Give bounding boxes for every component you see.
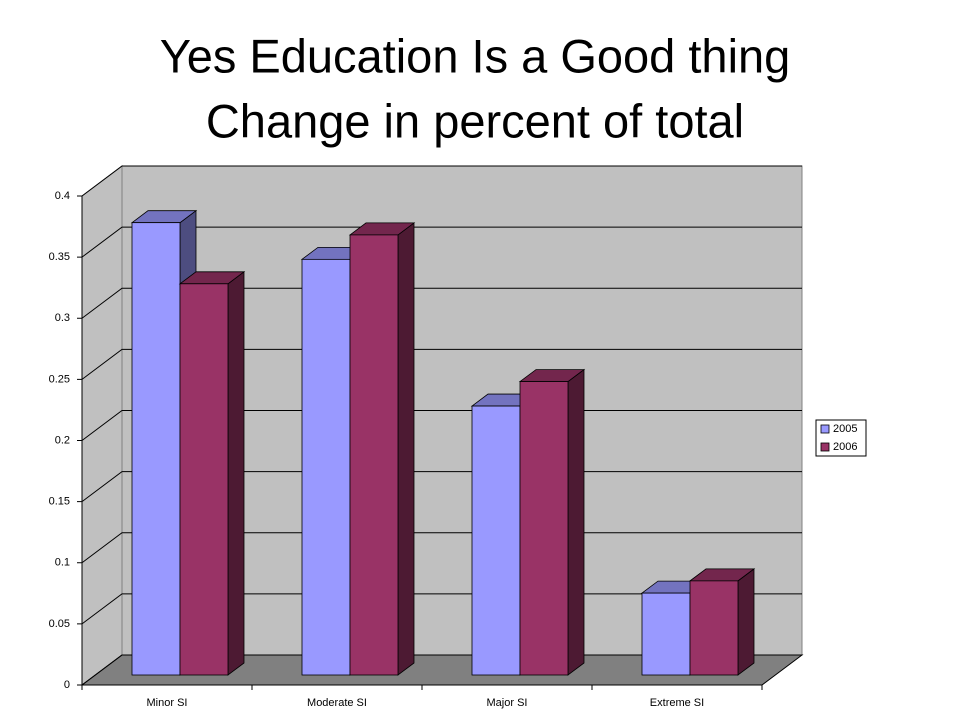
- x-tick-label: Major SI: [487, 697, 528, 709]
- x-tick-label: Minor SI: [147, 697, 188, 709]
- chart-subtitle: Change in percent of total: [206, 94, 744, 147]
- y-tick-label: 0.3: [55, 312, 70, 324]
- bar-front: [471, 405, 521, 676]
- grid-line: [81, 165, 802, 197]
- legend: 2005 2006: [815, 419, 867, 457]
- y-tick-label: 0.25: [49, 373, 70, 385]
- y-tick-label: 0.15: [49, 496, 70, 508]
- grid-line: [81, 287, 802, 319]
- bar: [688, 568, 756, 676]
- bar-front: [641, 592, 691, 676]
- y-tick-label: 0.05: [49, 618, 70, 630]
- bar-side: [567, 368, 585, 676]
- legend-swatch: [820, 442, 830, 452]
- bar-side: [737, 568, 755, 676]
- legend-label: 2006: [833, 441, 857, 453]
- bar-front: [689, 580, 739, 676]
- bar-front: [131, 222, 181, 676]
- bar-front: [349, 234, 399, 676]
- bar: [178, 270, 246, 676]
- legend-swatch: [820, 424, 830, 434]
- bar-front: [179, 283, 229, 676]
- x-tick-label: Moderate SI: [307, 697, 367, 709]
- y-tick-label: 0.2: [55, 434, 70, 446]
- bar: [518, 368, 586, 676]
- y-tick-label: 0: [64, 679, 70, 691]
- x-tick-label: Extreme SI: [650, 697, 704, 709]
- bars: [130, 209, 756, 676]
- grid-line: [81, 226, 802, 258]
- bar-front: [301, 258, 351, 676]
- y-tick-label: 0.4: [55, 190, 70, 202]
- bar-front: [519, 381, 569, 676]
- chart-title: Yes Education Is a Good thing: [160, 29, 791, 82]
- bar-side: [397, 222, 415, 676]
- grid-line: [81, 348, 802, 380]
- bar-side: [227, 270, 245, 676]
- bar: [348, 222, 416, 676]
- y-tick-label: 0.35: [49, 251, 70, 263]
- y-tick-label: 0.1: [55, 557, 70, 569]
- legend-label: 2005: [833, 423, 857, 435]
